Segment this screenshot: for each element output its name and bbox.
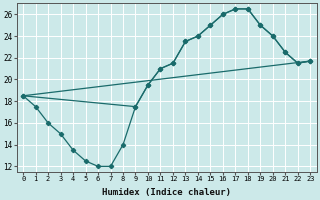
X-axis label: Humidex (Indice chaleur): Humidex (Indice chaleur) [102, 188, 231, 197]
